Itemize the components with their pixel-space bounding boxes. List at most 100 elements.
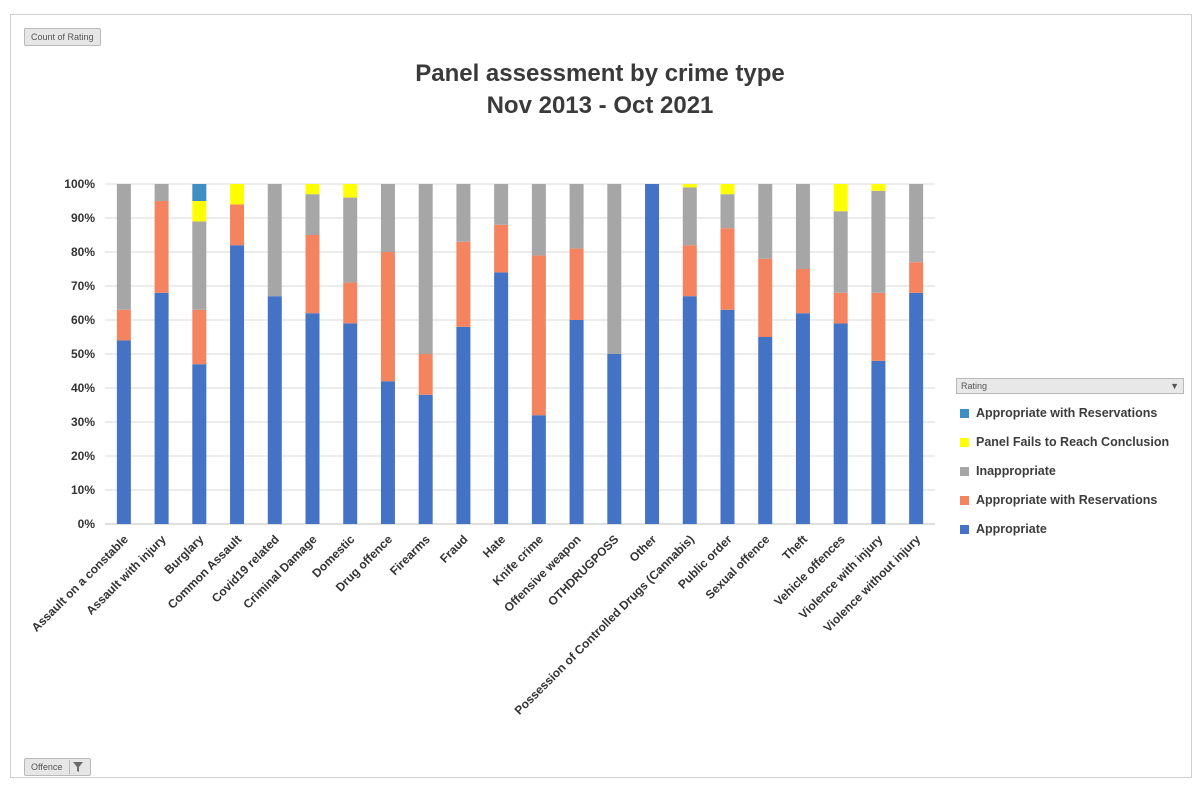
bar-segment: [720, 184, 735, 195]
bar-segment: [758, 184, 773, 259]
bar-segment: [531, 415, 546, 524]
legend-entry: Appropriate: [956, 519, 1186, 539]
bar-segment: [871, 190, 886, 293]
bar-segment: [192, 309, 207, 365]
bar-segment: [116, 184, 131, 310]
bar-segment: [569, 184, 584, 249]
y-tick-label: 80%: [71, 245, 95, 259]
filter-icon[interactable]: [69, 760, 86, 774]
legend-swatch: [960, 525, 969, 534]
gridlines: [105, 183, 935, 525]
y-tick-label: 10%: [71, 483, 95, 497]
legend-label: Appropriate with Reservations: [976, 493, 1158, 507]
bar-segment: [380, 184, 395, 252]
offence-field-button[interactable]: Offence: [24, 758, 92, 776]
legend-entry: Appropriate with Reservations: [956, 403, 1186, 423]
x-tick-label: Firearms: [387, 532, 433, 578]
legend-items: Appropriate with Reservations Panel Fails…: [956, 403, 1186, 539]
bar-segment: [230, 204, 245, 246]
bar-segment: [871, 360, 886, 524]
bar-segment: [909, 262, 924, 293]
dropdown-arrow-icon[interactable]: ▼: [1170, 381, 1179, 391]
bar-segment: [795, 313, 810, 524]
y-tick-label: 60%: [71, 313, 95, 327]
bar-segment: [192, 364, 207, 524]
legend-entry: Panel Fails to Reach Conclusion: [956, 432, 1186, 452]
bar-segment: [418, 394, 433, 524]
y-tick-label: 70%: [71, 279, 95, 293]
x-tick-label: Fraud: [437, 532, 470, 565]
bar-segment: [682, 245, 697, 297]
bar-segment: [154, 184, 169, 201]
bar-segment: [871, 292, 886, 361]
bar-segment: [154, 201, 169, 293]
bar-segment: [305, 194, 320, 235]
bar-segment: [682, 187, 697, 246]
chart-title: Panel assessment by crime type Nov 2013 …: [300, 58, 900, 122]
y-tick-label: 50%: [71, 347, 95, 361]
y-tick-label: 100%: [64, 177, 95, 191]
legend-swatch: [960, 409, 969, 418]
y-axis-ticks: 0% 10% 20% 30% 40% 50% 60% 70% 80% 90% 100%: [64, 177, 95, 531]
bar-segment: [192, 201, 207, 222]
bar-segment: [192, 221, 207, 310]
y-tick-label: 30%: [71, 415, 95, 429]
bar-segment: [494, 224, 509, 273]
bar-segment: [909, 184, 924, 263]
x-tick-label: Hate: [480, 532, 509, 561]
bar-segment: [456, 184, 471, 242]
bar-segment: [758, 258, 773, 337]
bar-segment: [267, 296, 282, 524]
bar-segment: [230, 184, 245, 205]
bar-segment: [494, 272, 509, 524]
bar-segment: [871, 184, 886, 191]
bar-segment: [795, 269, 810, 314]
x-tick-label: Criminal Damage: [240, 532, 319, 611]
bar-segment: [343, 323, 358, 524]
filter-funnel-icon: [73, 762, 84, 772]
bar-segment: [380, 252, 395, 382]
x-tick-label: Other: [627, 532, 660, 565]
bar-segment: [795, 184, 810, 269]
bar-segment: [116, 309, 131, 341]
bar-segment: [833, 211, 848, 293]
chart-title-line2: Nov 2013 - Oct 2021: [486, 92, 714, 119]
chart-title-line1: Panel assessment by crime type: [415, 60, 785, 87]
y-tick-label: 40%: [71, 381, 95, 395]
bar-segment: [418, 354, 433, 395]
legend-entry: Appropriate with Reservations: [956, 490, 1186, 510]
y-tick-label: 20%: [71, 449, 95, 463]
legend-label: Appropriate with Reservations: [976, 406, 1158, 420]
bars: [116, 184, 924, 524]
bar-segment: [531, 184, 546, 256]
legend-swatch: [960, 438, 969, 447]
y-tick-label: 0%: [78, 517, 96, 531]
bar-segment: [456, 326, 471, 524]
bar-segment: [720, 228, 735, 310]
bar-segment: [682, 184, 697, 188]
y-tick-label: 90%: [71, 211, 95, 225]
rating-field-button[interactable]: Rating ▼: [956, 378, 1184, 394]
bar-segment: [833, 292, 848, 324]
bar-segment: [343, 184, 358, 198]
bar-segment: [230, 245, 245, 524]
bar-segment: [569, 248, 584, 320]
legend: Rating ▼ Appropriate with Reservations Pa…: [956, 378, 1186, 539]
legend-entry: Inappropriate: [956, 461, 1186, 481]
bar-segment: [305, 235, 320, 314]
bar-segment: [607, 184, 622, 354]
legend-swatch: [960, 467, 969, 476]
bar-segment: [758, 337, 773, 524]
bar-segment: [305, 313, 320, 524]
count-of-rating-button[interactable]: Count of Rating: [24, 28, 101, 46]
bar-segment: [456, 241, 471, 327]
bar-segment: [833, 184, 848, 212]
offence-label: Offence: [31, 762, 63, 772]
bar-segment: [720, 194, 735, 229]
bar-segment: [305, 184, 320, 195]
bar-segment: [569, 320, 584, 524]
bar-segment: [909, 292, 924, 524]
x-tick-label: Theft: [779, 532, 810, 563]
